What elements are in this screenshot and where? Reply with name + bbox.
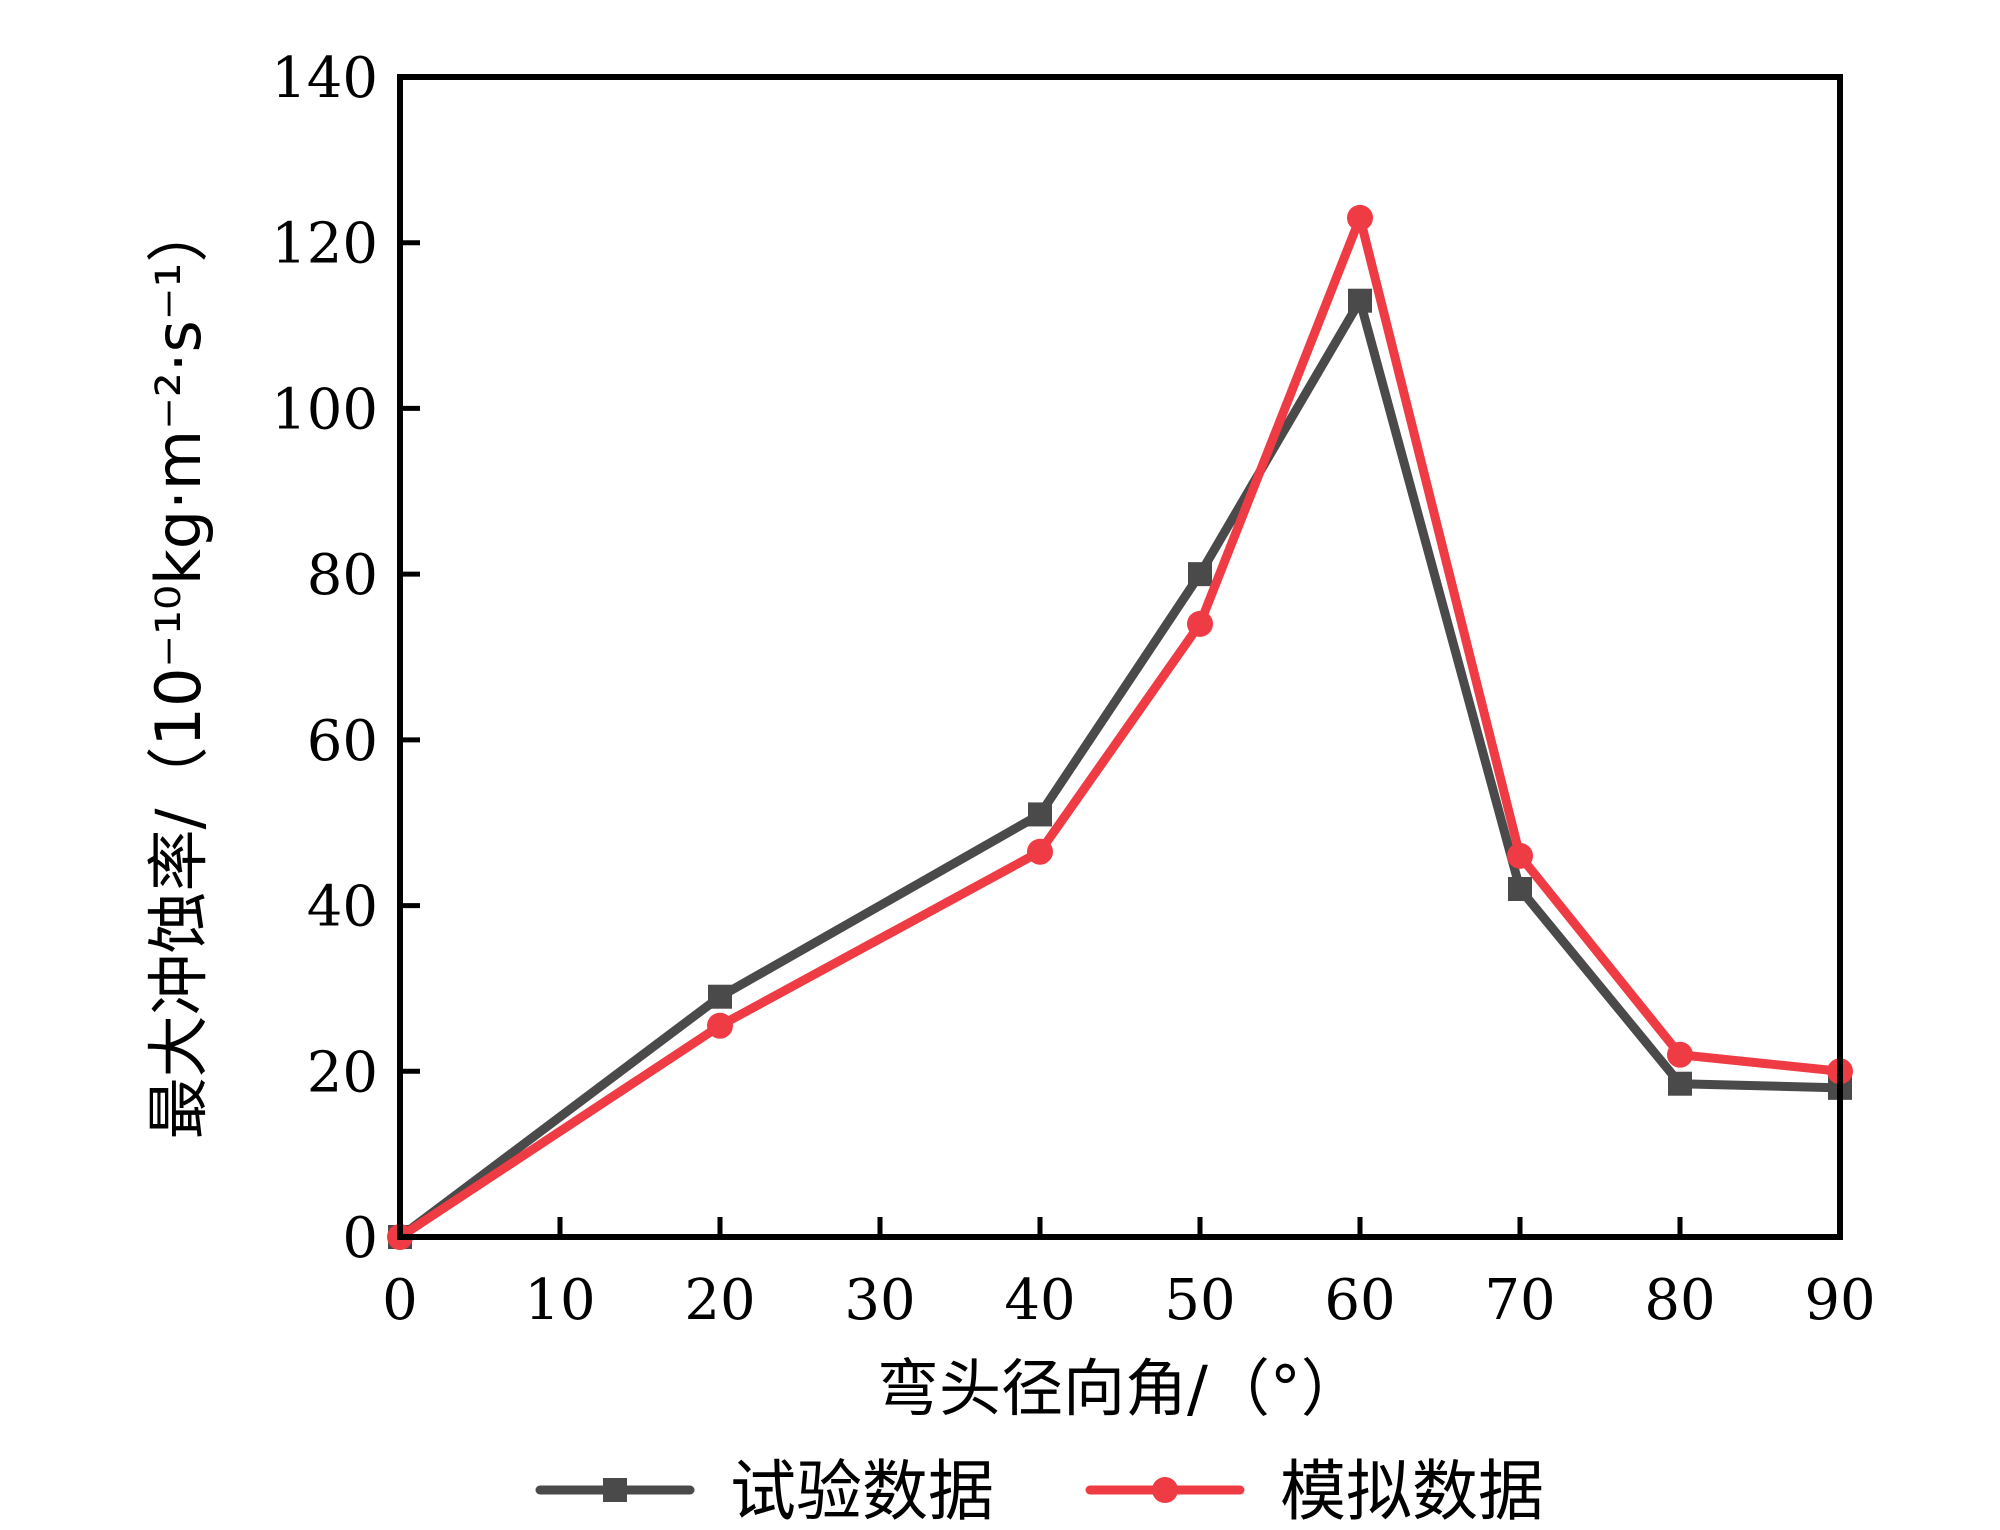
tick-layer: 0 10 20 30 40 50 60 70 80 90 0 20 40 60 80 100 120 140 [271, 46, 1876, 1333]
data-point [1508, 877, 1532, 901]
legend-marker [603, 1478, 627, 1502]
x-axis-title: 弯头径向角/（°） [877, 1352, 1363, 1425]
legend: 试验数据 模拟数据 [535, 1453, 1544, 1530]
series-line [395, 213, 1845, 1242]
data-point [1347, 204, 1373, 231]
legend-item: 模拟数据 [1085, 1453, 1544, 1530]
data-point [1507, 842, 1533, 869]
data-point [1028, 802, 1052, 827]
data-point [1187, 610, 1213, 637]
y-tick-label: 20 [307, 1040, 378, 1105]
y-tick-label: 140 [271, 46, 378, 111]
data-point [1188, 562, 1212, 587]
series-line [395, 296, 1845, 1242]
data-point [1667, 1041, 1693, 1068]
series-1 [388, 288, 1852, 1249]
legend-item: 试验数据 [535, 1453, 994, 1530]
series-2 [387, 204, 1853, 1250]
y-tick-label: 0 [342, 1206, 378, 1271]
legend-label: 试验数据 [730, 1453, 994, 1530]
y-tick-label: 40 [307, 875, 378, 940]
x-tick-label: 80 [1644, 1268, 1715, 1333]
series-layer [387, 204, 1853, 1250]
legend-label: 模拟数据 [1280, 1453, 1544, 1530]
y-axis-title: 最大冲蚀率/（10⁻¹⁰kg·m⁻²·s⁻¹） [142, 201, 215, 1140]
data-point [1668, 1071, 1692, 1096]
x-tick-label: 90 [1804, 1268, 1875, 1333]
x-tick-label: 60 [1324, 1268, 1395, 1333]
y-tick-label: 60 [307, 709, 378, 774]
data-point [707, 1012, 733, 1039]
x-tick-label: 20 [684, 1268, 755, 1333]
data-point [1027, 838, 1053, 865]
x-tick-label: 40 [1004, 1268, 1075, 1333]
y-tick-label: 100 [271, 377, 378, 442]
x-tick-label: 70 [1484, 1268, 1555, 1333]
legend-marker [1152, 1477, 1178, 1503]
plot-frame [397, 74, 1843, 1240]
y-tick-label: 80 [307, 543, 378, 608]
data-point [1348, 288, 1372, 313]
y-tick-label: 120 [271, 212, 378, 277]
x-tick-label: 0 [382, 1268, 418, 1333]
x-tick-label: 30 [844, 1268, 915, 1333]
x-tick-label: 10 [524, 1268, 595, 1333]
data-point [708, 984, 732, 1009]
x-tick-label: 50 [1164, 1268, 1235, 1333]
